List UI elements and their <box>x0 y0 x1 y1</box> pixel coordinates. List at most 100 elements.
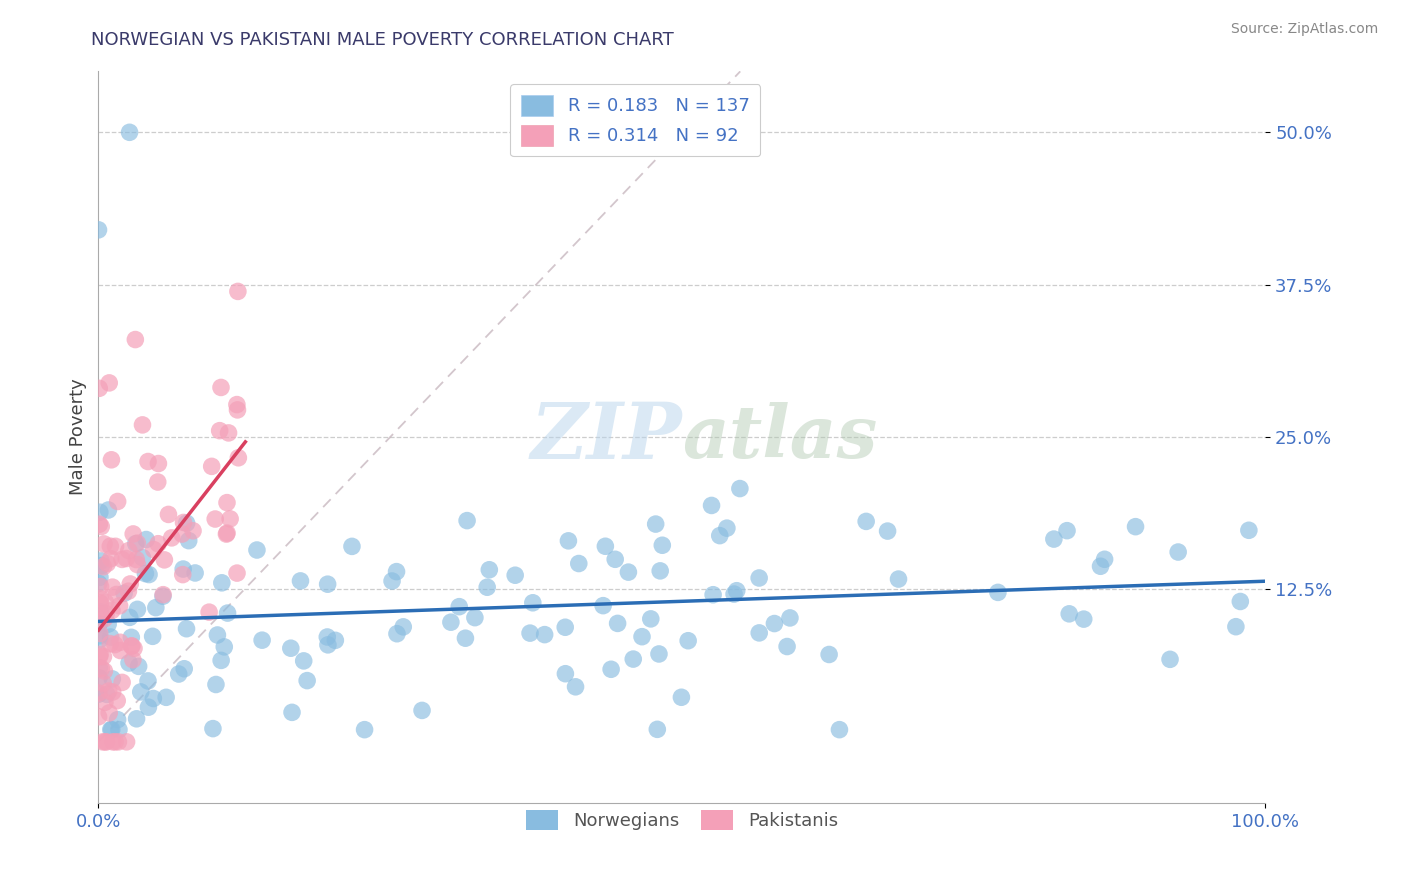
Point <box>700 499 723 513</box>
Point <box>1225 620 1247 634</box>
Point <box>101 672 124 686</box>
Point <box>647 723 669 737</box>
Point <box>87 710 110 724</box>
Point <box>89 596 111 610</box>
Point <box>91 676 114 690</box>
Point <box>118 610 141 624</box>
Point <box>125 537 148 551</box>
Point <box>246 543 269 558</box>
Point <box>725 583 748 598</box>
Point <box>101 580 124 594</box>
Point <box>211 575 233 590</box>
Point <box>184 566 207 580</box>
Point <box>440 615 463 630</box>
Point <box>568 557 591 571</box>
Point <box>142 542 165 557</box>
Point <box>676 633 699 648</box>
Point <box>1229 594 1251 608</box>
Point <box>644 517 666 532</box>
Point <box>90 580 112 594</box>
Point <box>167 667 190 681</box>
Point <box>142 629 165 643</box>
Point <box>89 517 111 532</box>
Point <box>385 565 408 579</box>
Point <box>564 680 586 694</box>
Point <box>118 543 141 558</box>
Point <box>89 591 111 606</box>
Point <box>1159 652 1181 666</box>
Point <box>131 550 153 565</box>
Point <box>136 673 159 688</box>
Point <box>640 612 662 626</box>
Point <box>122 653 145 667</box>
Point <box>160 531 183 545</box>
Point <box>129 685 152 699</box>
Point <box>385 626 408 640</box>
Point <box>98 539 121 553</box>
Point <box>108 723 131 737</box>
Point <box>148 457 170 471</box>
Point <box>828 723 851 737</box>
Point <box>120 631 142 645</box>
Point <box>219 512 242 526</box>
Point <box>464 610 486 624</box>
Point <box>105 587 128 601</box>
Point <box>100 723 122 737</box>
Point <box>96 735 118 749</box>
Point <box>454 631 477 645</box>
Point <box>98 706 121 720</box>
Point <box>136 454 159 468</box>
Point <box>152 589 174 603</box>
Point <box>96 687 118 701</box>
Point <box>121 639 143 653</box>
Point <box>122 641 145 656</box>
Point <box>1237 523 1260 537</box>
Point <box>198 605 221 619</box>
Point <box>87 687 110 701</box>
Point <box>716 521 738 535</box>
Point <box>170 527 193 541</box>
Point <box>226 566 249 580</box>
Point <box>595 539 617 553</box>
Point <box>533 627 555 641</box>
Point <box>201 459 224 474</box>
Point <box>631 630 654 644</box>
Point <box>93 649 115 664</box>
Point <box>138 567 160 582</box>
Point <box>226 285 249 299</box>
Point <box>228 450 250 465</box>
Point <box>89 570 111 584</box>
Point <box>100 630 122 644</box>
Point <box>89 607 111 622</box>
Point <box>592 599 614 613</box>
Point <box>108 635 131 649</box>
Point <box>176 622 198 636</box>
Point <box>728 482 751 496</box>
Point <box>97 617 120 632</box>
Point <box>112 586 135 600</box>
Point <box>1125 519 1147 533</box>
Point <box>214 640 236 654</box>
Point <box>120 577 142 591</box>
Point <box>90 558 112 573</box>
Point <box>316 638 339 652</box>
Point <box>176 516 198 530</box>
Point <box>93 559 115 574</box>
Point <box>554 620 576 634</box>
Point <box>121 639 143 653</box>
Point <box>776 640 799 654</box>
Point <box>124 333 146 347</box>
Y-axis label: Male Poverty: Male Poverty <box>69 379 87 495</box>
Text: ZIP: ZIP <box>530 399 682 475</box>
Point <box>104 638 127 652</box>
Legend: Norwegians, Pakistanis: Norwegians, Pakistanis <box>519 803 845 838</box>
Point <box>449 599 471 614</box>
Point <box>87 576 110 591</box>
Point <box>621 652 644 666</box>
Point <box>94 695 117 709</box>
Point <box>122 527 145 541</box>
Point <box>554 666 576 681</box>
Point <box>87 223 110 237</box>
Point <box>1057 607 1080 621</box>
Point <box>118 656 141 670</box>
